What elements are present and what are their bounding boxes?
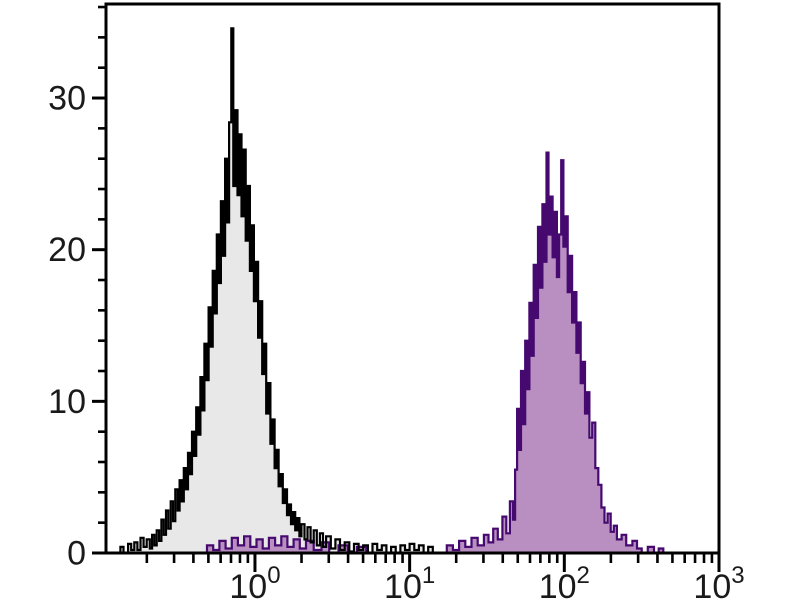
y-axis-tick-label-20: 20 xyxy=(48,231,86,269)
x-axis-tick-label-10e1: 101 xyxy=(384,562,435,600)
x-axis-tick-label-10e3: 103 xyxy=(693,562,744,600)
plot-frame xyxy=(104,2,721,555)
x-axis-tick-label-10e0: 100 xyxy=(229,562,280,600)
control-histogram-fill xyxy=(106,28,438,554)
stained-histogram-trace xyxy=(199,151,665,555)
x-axis-tick-label-10e2: 102 xyxy=(539,562,590,600)
y-axis-tick-label-30: 30 xyxy=(48,80,86,118)
y-axis-tick-label-10: 10 xyxy=(48,383,86,421)
control-histogram-trace xyxy=(106,27,438,555)
y-axis-tick-label-0: 0 xyxy=(67,535,86,573)
